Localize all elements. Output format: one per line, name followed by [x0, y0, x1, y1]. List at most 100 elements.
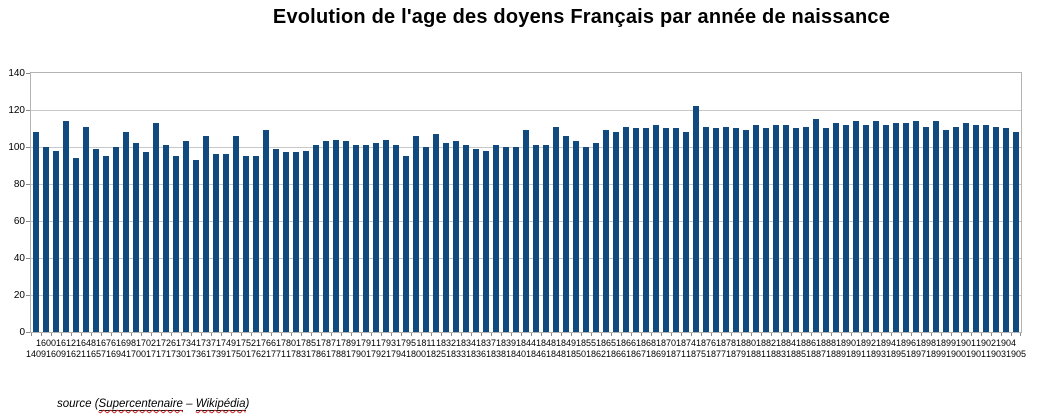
x-tick-label: 1739: [205, 348, 227, 359]
bar-1750: [232, 135, 240, 332]
x-tick-label: 1787: [315, 337, 337, 348]
x-tick-mark: [291, 332, 292, 336]
x-tick-label: 1867: [625, 348, 647, 359]
x-tick-mark: [211, 332, 212, 336]
x-tick-mark: [271, 332, 272, 336]
bar-1766: [262, 130, 270, 332]
x-tick-mark: [711, 332, 712, 336]
bar-1875: [692, 106, 700, 332]
x-tick-mark: [111, 332, 112, 336]
x-tick-mark: [261, 332, 262, 336]
x-tick-label: 1791: [355, 337, 377, 348]
x-tick-mark: [491, 332, 492, 336]
y-tick-label: 120: [8, 104, 25, 116]
y-tick-label: 80: [13, 178, 25, 190]
x-tick-mark: [581, 332, 582, 336]
x-tick-mark: [71, 332, 72, 336]
x-tick-label: 1698: [115, 337, 137, 348]
x-tick-label: 1889: [825, 348, 847, 359]
bar-1874: [682, 132, 690, 332]
x-tick-label: 1848: [545, 348, 567, 359]
bar-1900: [952, 126, 960, 332]
x-tick-mark: [251, 332, 252, 336]
bar-1717: [152, 122, 160, 332]
bar-1839: [502, 146, 510, 332]
x-tick-mark: [721, 332, 722, 336]
x-tick-mark: [871, 332, 872, 336]
bar-1676: [102, 156, 110, 332]
bar-1792: [372, 143, 380, 332]
x-tick-label: 1837: [475, 337, 497, 348]
bar-1702: [142, 152, 150, 332]
x-tick-mark: [511, 332, 512, 336]
x-tick-label: 1790: [345, 348, 367, 359]
x-tick-label: 1887: [805, 348, 827, 359]
bar-1694: [112, 146, 120, 332]
plot-area: 0 20 40 60 80 100 120 140 1409 1600 1609 1612 1621 16…: [8, 68, 1026, 359]
x-tick-mark: [31, 332, 32, 336]
x-tick-mark: [541, 332, 542, 336]
x-tick-mark: [1020, 332, 1021, 336]
x-tick-label: 1825: [425, 348, 447, 359]
y-tick-mark: [26, 331, 30, 333]
x-tick-label: 1750: [225, 348, 247, 359]
x-tick-label: 1904: [995, 337, 1017, 348]
bar-1800: [412, 135, 420, 332]
bar-1871: [672, 128, 680, 332]
bar-1734: [182, 141, 190, 332]
bar-1846: [532, 145, 540, 332]
x-tick-mark: [731, 332, 732, 336]
source-link-supercentenaire[interactable]: Supercentenaire: [98, 398, 183, 411]
x-tick-label: 1898: [915, 337, 937, 348]
bar-1866: [612, 132, 620, 332]
x-tick-mark: [621, 332, 622, 336]
x-tick-label: 1876: [695, 337, 717, 348]
x-tick-label: 1840: [505, 348, 527, 359]
bar-1794: [392, 145, 400, 332]
bar-1882: [762, 128, 770, 332]
x-tick-mark: [851, 332, 852, 336]
y-tick-mark: [26, 109, 30, 111]
x-tick-mark: [931, 332, 932, 336]
x-tick-label: 1844: [515, 337, 537, 348]
bar-1903: [992, 126, 1000, 332]
x-tick-label: 1838: [485, 348, 507, 359]
x-tick-mark: [531, 332, 532, 336]
x-tick-label: 1890: [835, 337, 857, 348]
bar-1855: [582, 146, 590, 332]
bar-1785: [302, 150, 310, 332]
x-tick-label: 1834: [455, 337, 477, 348]
source-link-wikipedia[interactable]: Wikipédia: [195, 398, 246, 411]
x-tick-label: 1899: [935, 337, 957, 348]
bar-1899: [942, 130, 950, 332]
x-tick-mark: [961, 332, 962, 336]
x-tick-label: 1785: [295, 337, 317, 348]
x-tick-mark: [421, 332, 422, 336]
x-tick-label: 1730: [165, 348, 187, 359]
x-tick-mark: [701, 332, 702, 336]
x-tick-mark: [631, 332, 632, 336]
x-tick-mark: [81, 332, 82, 336]
bar-1749: [222, 154, 230, 332]
x-tick-label: 1657: [85, 348, 107, 359]
x-tick-mark: [741, 332, 742, 336]
x-tick-mark: [411, 332, 412, 336]
x-tick-label: 1881: [745, 348, 767, 359]
bar-1832: [442, 143, 450, 332]
bar-1869: [652, 124, 660, 332]
bar-1862: [592, 143, 600, 332]
bar-1850: [572, 141, 580, 332]
x-tick-label: 1621: [65, 348, 87, 359]
bar-1877: [712, 128, 720, 332]
x-tick-mark: [801, 332, 802, 336]
x-tick-label: 1888: [815, 337, 837, 348]
bar-1840: [512, 146, 520, 332]
bar-1878: [722, 126, 730, 332]
y-tick-mark: [26, 294, 30, 296]
x-tick-label: 1894: [875, 337, 897, 348]
y-tick-mark: [26, 73, 30, 74]
x-tick-mark: [831, 332, 832, 336]
x-tick-mark: [41, 332, 42, 336]
x-tick-mark: [301, 332, 302, 336]
